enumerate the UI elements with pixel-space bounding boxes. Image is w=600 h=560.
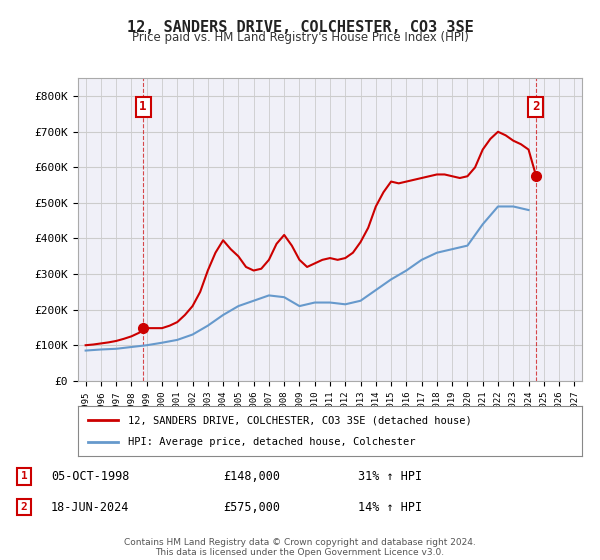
Text: Price paid vs. HM Land Registry's House Price Index (HPI): Price paid vs. HM Land Registry's House … <box>131 31 469 44</box>
Text: 05-OCT-1998: 05-OCT-1998 <box>51 470 129 483</box>
Text: HPI: Average price, detached house, Colchester: HPI: Average price, detached house, Colc… <box>128 437 416 447</box>
Text: 18-JUN-2024: 18-JUN-2024 <box>51 501 129 514</box>
Text: £575,000: £575,000 <box>223 501 281 514</box>
Text: 14% ↑ HPI: 14% ↑ HPI <box>358 501 422 514</box>
Text: 1: 1 <box>139 100 147 113</box>
Text: 2: 2 <box>20 502 28 512</box>
Text: 1: 1 <box>20 471 28 481</box>
Text: 12, SANDERS DRIVE, COLCHESTER, CO3 3SE: 12, SANDERS DRIVE, COLCHESTER, CO3 3SE <box>127 20 473 35</box>
Text: 2: 2 <box>532 100 539 113</box>
Text: 12, SANDERS DRIVE, COLCHESTER, CO3 3SE (detached house): 12, SANDERS DRIVE, COLCHESTER, CO3 3SE (… <box>128 415 472 425</box>
Text: £148,000: £148,000 <box>223 470 281 483</box>
Text: 31% ↑ HPI: 31% ↑ HPI <box>358 470 422 483</box>
Text: Contains HM Land Registry data © Crown copyright and database right 2024.
This d: Contains HM Land Registry data © Crown c… <box>124 538 476 557</box>
